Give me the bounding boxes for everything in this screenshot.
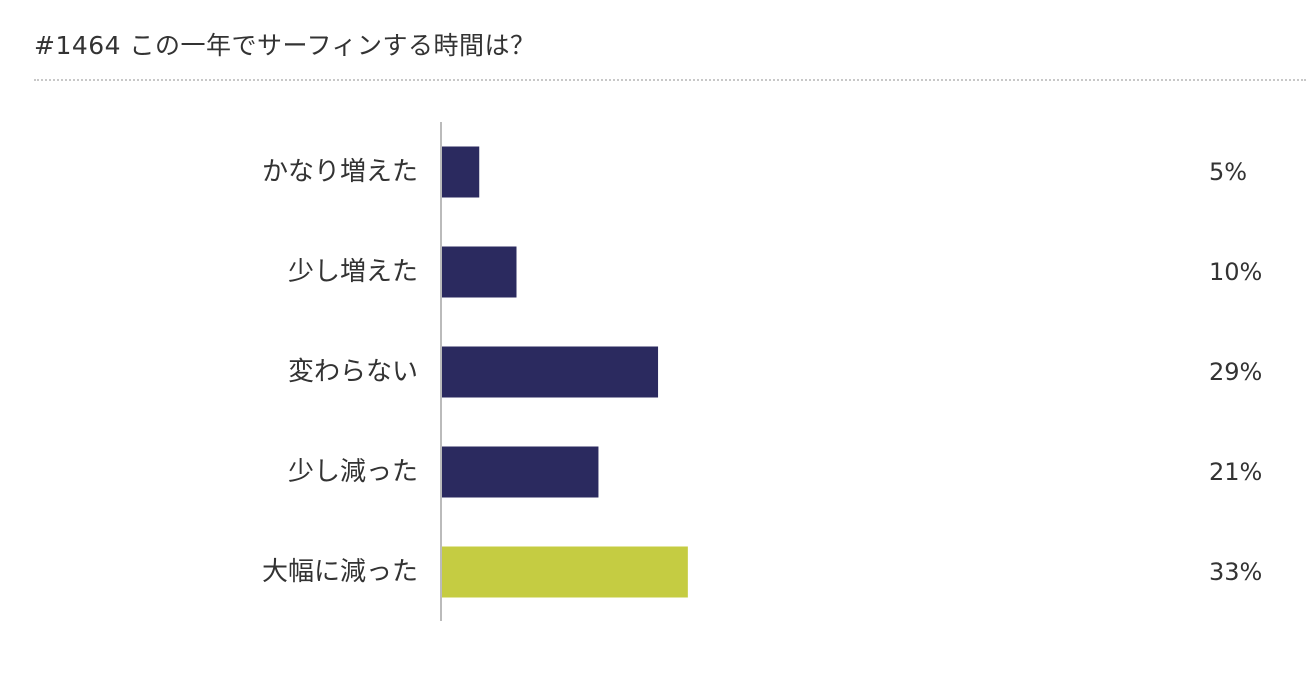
category-label: 少し減った: [288, 457, 418, 487]
bar-2: [442, 246, 517, 298]
value-label: 33%: [1209, 558, 1262, 586]
bar-4: [442, 446, 599, 498]
category-label: 変わらない: [288, 357, 418, 387]
chart-title: #1464 この一年でサーフィンする時間は？: [34, 31, 536, 60]
bar-1: [442, 146, 480, 198]
value-label: 5%: [1209, 158, 1247, 186]
category-label: 大幅に減った: [262, 557, 418, 587]
category-label: かなり増えた: [262, 157, 418, 187]
bar-3: [442, 346, 659, 398]
title-divider: [34, 79, 1306, 81]
value-label: 29%: [1209, 358, 1262, 386]
category-label: 少し増えた: [288, 257, 418, 287]
bar-5: [442, 546, 688, 598]
bars-group: [442, 146, 688, 598]
value-label: 21%: [1209, 458, 1262, 486]
value-labels-group: 5% 10% 29% 21% 33%: [1209, 158, 1262, 586]
value-label: 10%: [1209, 258, 1262, 286]
